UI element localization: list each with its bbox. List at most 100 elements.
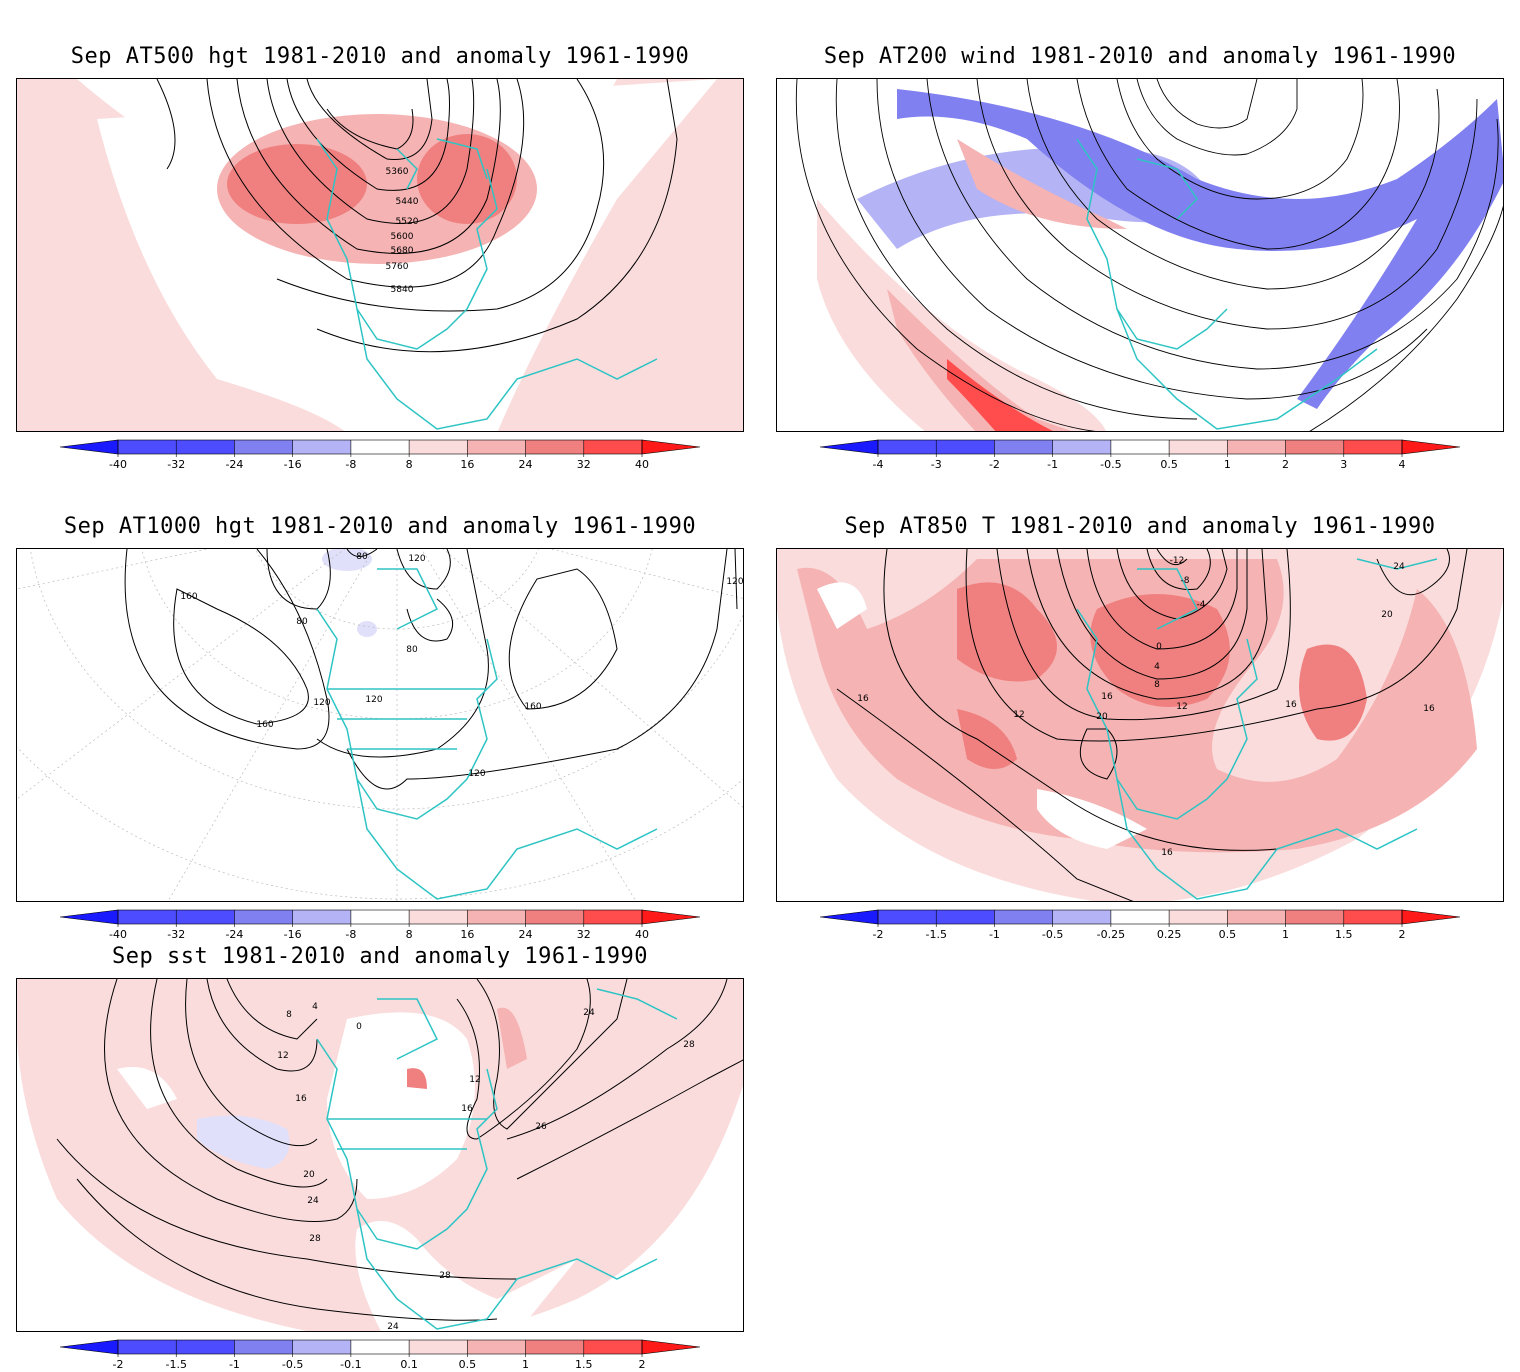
contour-label: 28 <box>309 1234 321 1244</box>
panel-title: Sep AT850 T 1981-2010 and anomaly 1961-1… <box>844 514 1436 539</box>
colorbar-tick-label: -16 <box>284 458 302 471</box>
anomaly-map: 5360 5440 5520 5600 5680 5760 5840 <box>17 79 743 431</box>
colorbar-segment <box>994 440 1053 454</box>
panel-at850: Sep AT850 T 1981-2010 and anomaly 1961-1… <box>776 510 1504 950</box>
contour-label: 16 <box>461 1104 473 1114</box>
contour-label: 80 <box>406 645 418 655</box>
colorbar-segment <box>350 910 410 924</box>
panel-at500: Sep AT500 hgt 1981-2010 and anomaly 1961… <box>16 40 744 480</box>
colorbar-segment <box>994 910 1053 924</box>
colorbar-tick-label: -8 <box>345 928 356 941</box>
colorbar-segment <box>292 440 351 454</box>
colorbar-tick-label: -1.5 <box>925 928 946 941</box>
colorbar-tick-label: 0.5 <box>459 1358 477 1371</box>
colorbar-segment <box>525 910 584 924</box>
contour-label: 12 <box>469 1075 480 1085</box>
contour-label: 16 <box>295 1094 307 1104</box>
contour-label: 16 <box>1423 704 1435 714</box>
colorbar-tick-label: 0.5 <box>1219 928 1237 941</box>
colorbar-tick-label: -32 <box>167 928 185 941</box>
colorbar-segment <box>234 910 293 924</box>
contour-map: 80 120 160 80 80 120 120 160 160 120 120 <box>17 549 743 901</box>
colorbar: -2 -1.5 -1 -0.5 -0.25 0.25 0.5 1 1.5 2 <box>819 909 1461 942</box>
colorbar-segment <box>118 440 177 454</box>
contour-label: 80 <box>296 617 308 627</box>
colorbar-tick-label: 40 <box>635 928 649 941</box>
colorbar-tick-label: 2 <box>1282 458 1289 471</box>
colorbar-segment <box>583 910 642 924</box>
panel-title: Sep AT500 hgt 1981-2010 and anomaly 1961… <box>70 44 690 69</box>
colorbar-segment <box>936 910 995 924</box>
contour-label: 8 <box>286 1010 292 1020</box>
colorbar-segment <box>1227 910 1286 924</box>
contour-label: 160 <box>180 592 197 602</box>
colorbar-segment <box>234 440 293 454</box>
colorbar-tick-label: 1 <box>1224 458 1231 471</box>
contour-label: 16 <box>1101 692 1113 702</box>
colorbar-tick-label: -40 <box>109 928 127 941</box>
colorbar-segment <box>292 910 351 924</box>
contour-label: 120 <box>726 577 743 587</box>
map-frame <box>776 78 1504 432</box>
colorbar-segment <box>176 440 235 454</box>
contour-label: 0 <box>1156 642 1162 652</box>
colorbar-arrow-high <box>641 909 701 925</box>
colorbar-tick-label: 32 <box>577 928 591 941</box>
colorbar-tick-label: -0.25 <box>1097 928 1125 941</box>
colorbar-tick-label: 16 <box>460 458 474 471</box>
colorbar: -40 -32 -24 -16 -8 8 16 24 32 40 <box>59 909 701 942</box>
map-frame: -12 -8 -4 0 4 8 12 16 20 12 16 16 20 24 … <box>776 548 1504 902</box>
contour-label: 5600 <box>391 232 414 242</box>
colorbar-segment <box>409 440 468 454</box>
colorbar-segment <box>1110 440 1170 454</box>
colorbar-tick-label: -40 <box>109 458 127 471</box>
panel-title: Sep AT1000 hgt 1981-2010 and anomaly 196… <box>63 514 697 539</box>
colorbar-tick-label: 32 <box>577 458 591 471</box>
colorbar-segment <box>1169 910 1228 924</box>
colorbar-arrow-high <box>641 439 701 455</box>
contour-label: 4 <box>1154 662 1160 672</box>
contour-label: -4 <box>1197 600 1206 610</box>
contour-label: 80 <box>356 552 368 562</box>
colorbar-segment <box>525 440 584 454</box>
contour-label: 5520 <box>396 217 419 227</box>
contour-label: 160 <box>256 720 273 730</box>
colorbar-tick-label: -32 <box>167 458 185 471</box>
colorbar-segment <box>350 440 410 454</box>
contour-label: 5440 <box>396 197 419 207</box>
colorbar-tick-label: 8 <box>406 458 413 471</box>
contour-label: 5360 <box>386 167 409 177</box>
colorbar-tick-label: -16 <box>284 928 302 941</box>
colorbar-svg: -40 -32 -24 -16 -8 8 16 24 32 40 <box>59 439 701 471</box>
contour-label: 5840 <box>391 285 414 295</box>
contour-label: 120 <box>313 698 330 708</box>
colorbar-arrow-high <box>1401 439 1461 455</box>
contour-label: 26 <box>535 1122 547 1132</box>
contour-label: 120 <box>365 695 382 705</box>
contour-label: 20 <box>303 1170 315 1180</box>
contour-label: 24 <box>307 1196 319 1206</box>
colorbar-segment <box>1227 440 1286 454</box>
colorbar-tick-label: 24 <box>519 928 533 941</box>
colorbar-segment <box>118 1340 177 1354</box>
colorbar-tick-label: -1 <box>989 928 1000 941</box>
colorbar-svg: -4 -3 -2 -1 -0.5 0.5 1 2 3 4 <box>819 439 1461 471</box>
colorbar-segment <box>467 910 526 924</box>
contour-label: 120 <box>408 554 425 564</box>
contour-label: 24 <box>1393 562 1405 572</box>
contour-label: 120 <box>468 769 485 779</box>
colorbar-segment <box>878 910 937 924</box>
colorbar-tick-label: -3 <box>931 458 942 471</box>
colorbar-tick-label: 2 <box>639 1358 646 1371</box>
colorbar-arrow-high <box>641 1339 701 1355</box>
contour-label: -12 <box>1170 556 1185 566</box>
contour-label: 28 <box>683 1040 695 1050</box>
colorbar: -2 -1.5 -1 -0.5 -0.1 0.1 0.5 1 1.5 2 <box>59 1339 701 1371</box>
colorbar-tick-label: -8 <box>345 458 356 471</box>
panel-at1000: Sep AT1000 hgt 1981-2010 and anomaly 196… <box>16 510 744 950</box>
colorbar-segment <box>1343 440 1402 454</box>
colorbar-tick-label: 1 <box>522 1358 529 1371</box>
contour-label: 0 <box>356 1022 362 1032</box>
colorbar-tick-label: 0.5 <box>1160 458 1178 471</box>
colorbar: -4 -3 -2 -1 -0.5 0.5 1 2 3 4 <box>819 439 1461 472</box>
